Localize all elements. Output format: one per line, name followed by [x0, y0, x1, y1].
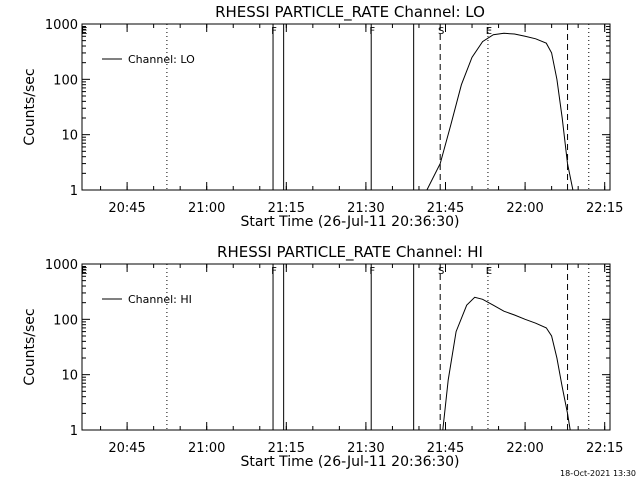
plot-frame — [81, 263, 611, 431]
x-tick-label: 21:15 — [268, 201, 305, 216]
x-tick-label: 22:00 — [506, 441, 543, 456]
x-axis-label: Start Time (26-Jul-11 20:36:30) — [240, 454, 459, 470]
series-line — [442, 296, 571, 431]
x-tick-label: 22:15 — [586, 201, 623, 216]
marker-label: F — [271, 266, 277, 277]
x-tick-label: 20:45 — [108, 201, 145, 216]
x-tick-label: 20:45 — [108, 441, 145, 456]
y-tick-label: 1 — [70, 184, 78, 199]
marker-label: E — [486, 266, 492, 277]
timestamp-stamp: 18-Oct-2021 13:30 — [560, 469, 636, 478]
y-tick-label: 100 — [53, 73, 78, 88]
chart-title: RHESSI PARTICLE_RATE Channel: LO — [215, 3, 485, 22]
marker-label: E — [81, 266, 87, 277]
y-axis-label: Counts/sec — [22, 308, 38, 385]
legend-label: Channel: HI — [128, 293, 192, 306]
y-axis-label: Counts/sec — [22, 68, 38, 145]
marker-label: F — [369, 26, 375, 37]
marker-label: E — [81, 26, 87, 37]
x-axis-label: Start Time (26-Jul-11 20:36:30) — [240, 214, 459, 230]
x-tick-label: 21:15 — [268, 441, 305, 456]
marker-label: F — [271, 26, 277, 37]
y-tick-label: 10 — [61, 129, 78, 144]
y-tick-label: 10 — [61, 369, 78, 384]
plot-frame — [81, 23, 611, 191]
panel-lo-channel: RHESSI PARTICLE_RATE Channel: LO 20:45 21:… — [22, 3, 623, 230]
marker-label: S — [438, 26, 444, 37]
y-tick-label: 100 — [53, 313, 78, 328]
marker-label: E — [486, 26, 492, 37]
y-tick-label: 1 — [70, 424, 78, 439]
chart-title: RHESSI PARTICLE_RATE Channel: HI — [217, 243, 483, 262]
y-tick-label: 1000 — [45, 18, 78, 33]
marker-label: S — [438, 266, 444, 277]
x-tick-label: 21:00 — [188, 441, 225, 456]
series-line — [426, 32, 574, 191]
x-tick-label: 21:00 — [188, 201, 225, 216]
x-tick-label: 22:15 — [586, 441, 623, 456]
x-tick-label: 21:45 — [427, 201, 464, 216]
y-tick-label: 1000 — [45, 258, 78, 273]
panel-hi-channel: RHESSI PARTICLE_RATE Channel: HI 20:45 21:… — [22, 243, 623, 470]
x-tick-label: 21:45 — [427, 441, 464, 456]
marker-label: F — [369, 266, 375, 277]
legend-label: Channel: LO — [128, 53, 195, 66]
x-tick-label: 22:00 — [506, 201, 543, 216]
x-tick-label: 21:30 — [347, 201, 384, 216]
x-tick-label: 21:30 — [347, 441, 384, 456]
